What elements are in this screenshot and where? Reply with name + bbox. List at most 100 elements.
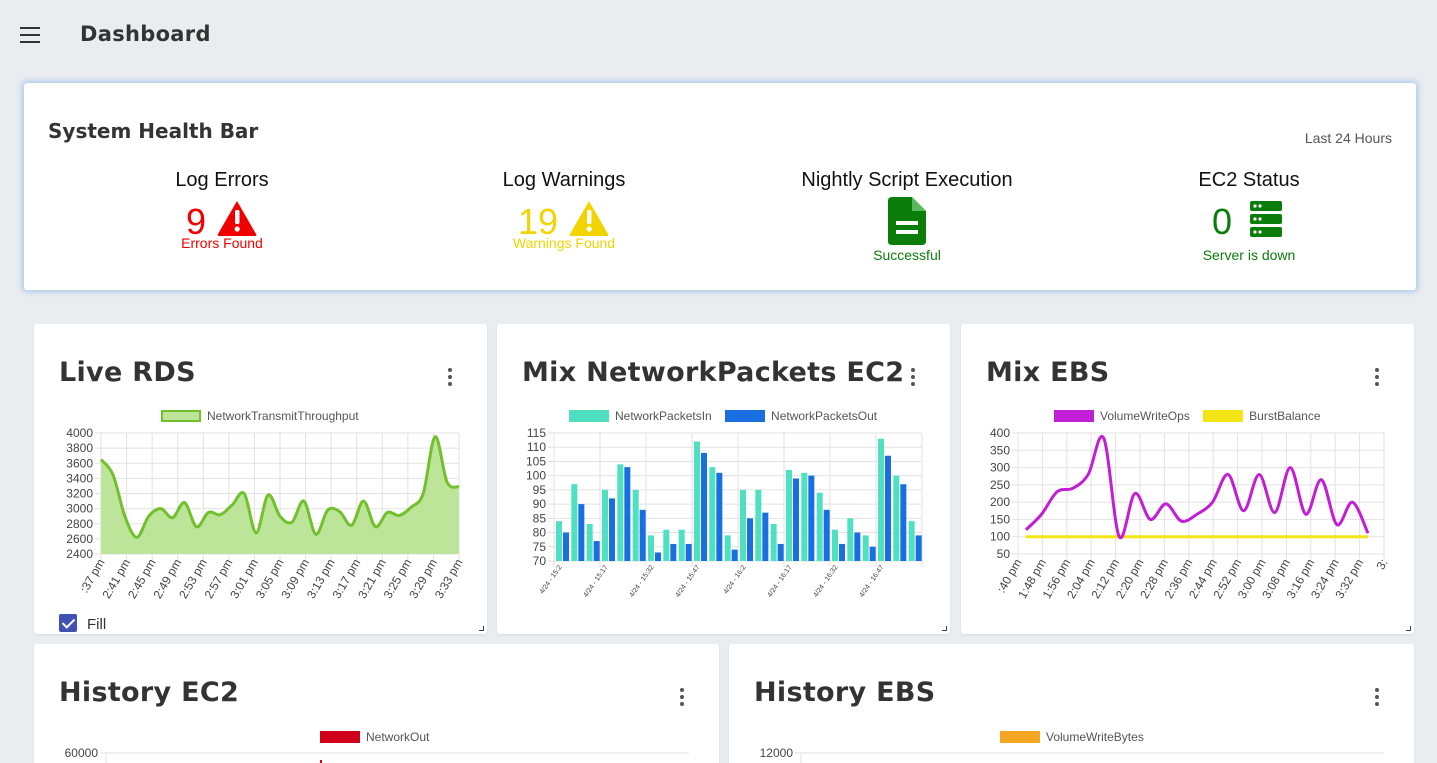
y-tick-label: 60000 [65,746,99,760]
bar-packets-in [755,489,762,561]
x-tick-label: 4/24 - 15:17 [582,564,609,599]
document-icon [888,197,926,245]
y-tick-label: 100 [526,469,546,483]
legend-label: NetworkPacketsIn [615,409,712,423]
bar-packets-in [862,535,869,561]
legend-label: VolumeWriteBytes [1046,730,1144,744]
bar-packets-in [632,489,639,561]
bar-packets-out [854,532,861,561]
card-title: Mix NetworkPackets EC2 [522,357,905,388]
y-tick-label: 3000 [66,502,93,516]
legend-item[interactable]: VolumeWriteOps [1054,409,1190,423]
chart-legend[interactable]: NetworkOut [320,730,439,744]
legend-item[interactable]: BurstBalance [1203,409,1321,423]
bar-packets-out [685,543,692,561]
legend-label: VolumeWriteOps [1100,409,1190,423]
legend-label: BurstBalance [1249,409,1321,423]
bar-packets-in [586,524,593,561]
bar-packets-out [624,467,631,561]
x-tick-label: 4/24 - 16:32 [812,564,839,599]
legend-swatch [725,410,766,422]
legend-item[interactable]: VolumeWriteBytes [1000,730,1144,744]
chart-legend[interactable]: VolumeWriteBytes [1000,730,1154,744]
y-tick-label: 300 [990,461,1010,475]
error-count: 9 [185,201,206,242]
resize-handle-icon[interactable] [1406,626,1411,631]
y-tick-label: 3600 [66,456,93,470]
card-live-rds: Live RDS NetworkTransmitThroughput 2400 2… [34,324,487,634]
legend-item[interactable]: NetworkPacketsOut [725,409,877,423]
more-options-icon[interactable] [676,687,688,707]
y-tick-label: 3800 [66,441,93,455]
metric-label: Log Errors [175,169,269,191]
hamburger-menu-icon[interactable] [20,27,40,43]
more-options-icon[interactable] [1371,687,1383,707]
y-tick-label: 350 [990,443,1010,457]
bar-packets-in [602,489,608,561]
series-line [99,435,460,539]
resize-handle-icon[interactable] [479,626,484,631]
chart-legend[interactable]: NetworkTransmitThroughput [161,409,369,423]
bar-packets-out [793,478,799,561]
health-title: System Health Bar [48,119,259,143]
fill-checkbox[interactable]: Fill [59,614,106,633]
legend-item[interactable]: NetworkPacketsIn [569,409,712,423]
bar-packets-out [593,541,600,561]
bar-packets-out [915,535,922,561]
legend-swatch [1054,410,1094,422]
y-tick-label: 85 [533,511,547,525]
series-line-write-ops [1024,434,1370,540]
card-history-ec2: History EC2 NetworkOut 60000 [34,644,719,763]
legend-swatch [320,731,360,743]
legend-item[interactable]: NetworkTransmitThroughput [161,409,359,423]
bar-packets-in [786,469,792,561]
x-tick-label: 4/24 - 16:47 [858,564,885,599]
bar-packets-in [556,521,562,561]
bar-packets-in [694,441,700,561]
card-title: History EBS [754,677,936,708]
more-options-icon[interactable] [444,367,456,387]
more-options-icon[interactable] [1371,367,1383,387]
bar-packets-out [731,549,738,561]
ec2-count: 0 [1211,201,1232,242]
card-mix-ebs: Mix EBS VolumeWriteOps BurstBalance 50 10… [961,324,1414,634]
bar-packets-in [908,521,915,561]
y-tick-label: 3200 [66,487,93,501]
bar-packets-out [823,509,830,561]
bar-packets-in [847,518,854,561]
legend-label: NetworkPacketsOut [771,409,878,423]
legend-swatch [1000,731,1040,743]
legend-item[interactable]: NetworkOut [320,730,429,744]
metric-log-warnings: Log Warnings 19 Warnings Found [424,169,704,251]
card-title: History EC2 [59,677,240,708]
metric-status: Server is down [1202,247,1296,263]
y-tick-label: 95 [533,483,547,497]
bar-packets-out [670,543,677,561]
bar-packets-out [777,543,784,561]
resize-handle-icon[interactable] [942,626,947,631]
bar-packets-in [617,464,624,561]
y-tick-label: 70 [533,554,547,568]
bar-packets-out [762,512,769,561]
chart-legend[interactable]: VolumeWriteOps BurstBalance [1054,409,1331,423]
more-options-icon[interactable] [907,367,919,387]
x-tick-label: 4/24 - 16:2 [723,564,748,596]
bar-packets-out [563,532,569,561]
y-tick-label: 250 [990,478,1010,492]
y-tick-label: 12000 [760,746,794,760]
bar-packets-in [663,529,670,561]
metric-status: Errors Found [181,235,263,251]
y-tick-label: 2400 [66,547,93,561]
legend-swatch [569,410,609,422]
y-tick-label: 150 [990,512,1010,526]
bar-packets-out [639,509,646,561]
card-title: Live RDS [59,357,196,388]
bar-packets-out [609,498,615,561]
bar-packets-in [571,484,578,561]
bar-packets-out [869,546,876,561]
top-app-bar: Dashboard [0,0,1437,66]
chart-legend[interactable]: NetworkPacketsIn NetworkPacketsOut [569,409,887,423]
metric-log-errors: Log Errors 9 Errors Found [82,169,362,251]
x-tick-label: 4/24 - 16:17 [766,564,793,599]
metric-status: Successful [873,247,941,263]
